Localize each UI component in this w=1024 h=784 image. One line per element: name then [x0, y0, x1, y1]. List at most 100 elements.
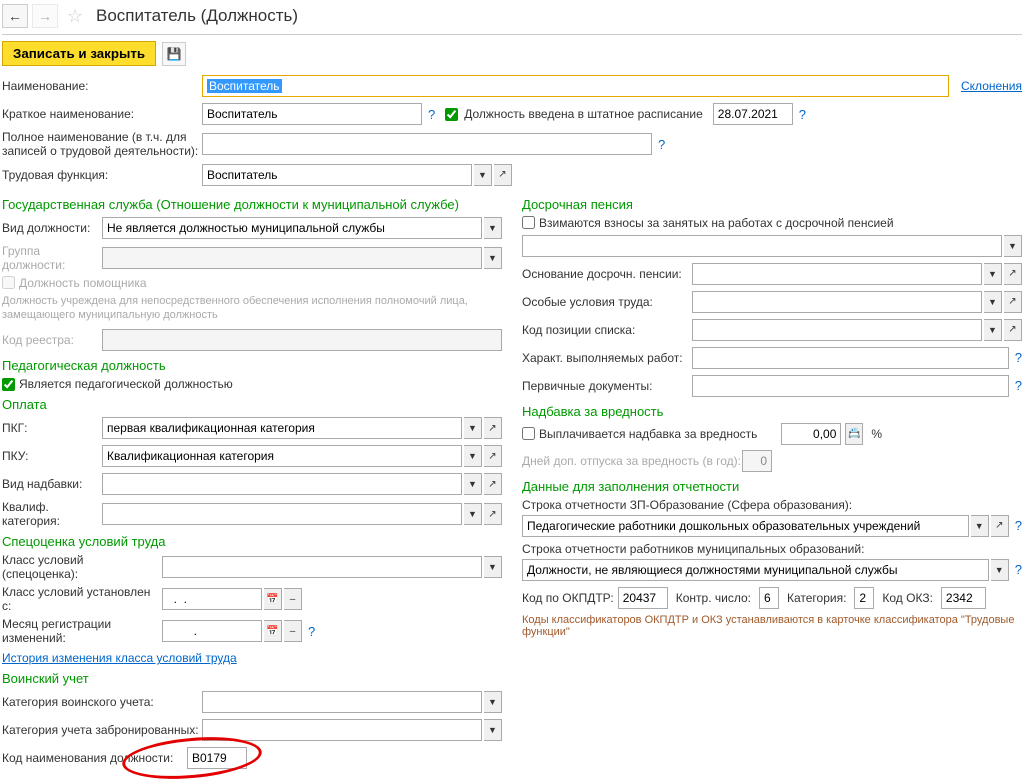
dropdown-icon[interactable]: ▼	[484, 719, 502, 741]
open-icon[interactable]: ↗	[484, 417, 502, 439]
save-close-button[interactable]: Записать и закрыть	[2, 41, 156, 66]
staff-date-input[interactable]	[713, 103, 793, 125]
back-button[interactable]: ←	[2, 4, 28, 28]
pension-basis-input[interactable]	[692, 263, 982, 285]
pedagog-checkbox[interactable]	[2, 378, 15, 391]
hazard-label: Выплачивается надбавка за вредность	[539, 427, 757, 441]
help-icon[interactable]: ?	[658, 137, 665, 152]
mil-category-input[interactable]	[202, 691, 482, 713]
help-icon[interactable]: ?	[1015, 378, 1022, 393]
save-icon-button[interactable]: 💾	[162, 42, 186, 66]
calendar-icon[interactable]: 📅	[264, 588, 282, 610]
dropdown-icon[interactable]: ▼	[971, 515, 989, 537]
name-input[interactable]: Воспитатель	[202, 75, 949, 97]
pkg-input[interactable]	[102, 417, 462, 439]
dropdown-icon[interactable]: ▼	[474, 164, 492, 186]
category-label: Категория:	[787, 591, 846, 605]
zp-edu-label: Строка отчетности ЗП-Образование (Сфера …	[522, 498, 1022, 512]
open-icon[interactable]: ↗	[1004, 291, 1022, 313]
declensions-link[interactable]: Склонения	[961, 79, 1022, 93]
gov-group-input	[102, 247, 482, 269]
pension-section-title: Досрочная пенсия	[522, 197, 1022, 212]
dropdown-icon[interactable]: ▼	[484, 217, 502, 239]
short-name-row: Краткое наименование: ? Должность введен…	[2, 102, 1022, 126]
open-icon[interactable]: ↗	[484, 503, 502, 525]
pension-contrib-checkbox[interactable]	[522, 216, 535, 229]
dropdown-icon[interactable]: ▼	[464, 445, 482, 467]
okpdtr-input[interactable]	[618, 587, 668, 609]
dropdown-icon[interactable]: ▼	[464, 473, 482, 495]
help-icon[interactable]: ?	[1015, 518, 1022, 533]
dropdown-icon[interactable]: ▼	[484, 247, 502, 269]
pension-workchar-label: Характ. выполняемых работ:	[522, 351, 692, 365]
pension-docs-input[interactable]	[692, 375, 1009, 397]
open-icon[interactable]: ↗	[991, 515, 1009, 537]
okz-input[interactable]	[941, 587, 986, 609]
dropdown-icon[interactable]: ▼	[484, 691, 502, 713]
pku-input[interactable]	[102, 445, 462, 467]
registry-input	[102, 329, 502, 351]
dropdown-icon[interactable]: ▼	[984, 263, 1002, 285]
okpdtr-label: Код по ОКПДТР:	[522, 591, 614, 605]
open-icon[interactable]: ↗	[1004, 319, 1022, 341]
help-icon[interactable]: ?	[1015, 350, 1022, 365]
calc-icon[interactable]: 📇	[845, 423, 863, 445]
gov-type-input[interactable]	[102, 217, 482, 239]
control-input[interactable]	[759, 587, 779, 609]
month-reg-input[interactable]	[162, 620, 262, 642]
pension-conditions-input[interactable]	[692, 291, 982, 313]
zp-edu-input[interactable]	[522, 515, 969, 537]
dropdown-icon[interactable]: ▼	[991, 559, 1009, 581]
calendar-icon[interactable]: 📅	[264, 620, 282, 642]
right-column: Досрочная пенсия Взимаются взносы за зан…	[522, 191, 1022, 775]
forward-button[interactable]: →	[32, 4, 58, 28]
mil-booked-label: Категория учета забронированных:	[2, 723, 202, 737]
staff-checkbox[interactable]	[445, 108, 458, 121]
pension-poscode-input[interactable]	[692, 319, 982, 341]
dropdown-icon[interactable]: ▼	[464, 503, 482, 525]
short-name-input[interactable]	[202, 103, 422, 125]
dropdown-icon[interactable]: ▼	[484, 556, 502, 578]
dropdown-icon[interactable]: ▼	[1004, 235, 1022, 257]
help-icon[interactable]: ?	[308, 624, 315, 639]
dropdown-icon[interactable]: ▼	[984, 319, 1002, 341]
open-icon[interactable]: ↗	[484, 473, 502, 495]
clear-icon[interactable]: –	[284, 620, 302, 642]
reports-footer: Коды классификаторов ОКПДТР и ОКЗ устана…	[522, 614, 1022, 638]
history-link[interactable]: История изменения класса условий труда	[2, 651, 237, 665]
pension-contrib-label: Взимаются взносы за занятых на работах с…	[539, 216, 894, 230]
help-icon[interactable]: ?	[799, 107, 806, 122]
staff-label: Должность введена в штатное расписание	[464, 107, 703, 121]
pension-top-input[interactable]	[522, 235, 1002, 257]
category-input[interactable]	[854, 587, 874, 609]
dropdown-icon[interactable]: ▼	[464, 417, 482, 439]
dropdown-icon[interactable]: ▼	[984, 291, 1002, 313]
qual-cat-input[interactable]	[102, 503, 462, 525]
class-input[interactable]	[162, 556, 482, 578]
name-label: Наименование:	[2, 79, 202, 93]
labor-function-input[interactable]	[202, 164, 472, 186]
pkg-label: ПКГ:	[2, 421, 102, 435]
pension-workchar-input[interactable]	[692, 347, 1009, 369]
open-icon[interactable]: ↗	[484, 445, 502, 467]
gov-type-label: Вид должности:	[2, 221, 102, 235]
full-name-input[interactable]	[202, 133, 652, 155]
vacation-label: Дней доп. отпуска за вредность (в год):	[522, 454, 742, 468]
help-icon[interactable]: ?	[428, 107, 435, 122]
favorite-button[interactable]: ☆	[62, 4, 88, 28]
top-toolbar: ← → ☆ Воспитатель (Должность)	[2, 2, 1022, 35]
class-set-input[interactable]	[162, 588, 262, 610]
help-icon[interactable]: ?	[1015, 562, 1022, 577]
mil-code-input[interactable]	[187, 747, 247, 769]
clear-icon[interactable]: –	[284, 588, 302, 610]
open-icon[interactable]: ↗	[494, 164, 512, 186]
mil-booked-input[interactable]	[202, 719, 482, 741]
gov-group-label: Группа должности:	[2, 244, 102, 272]
left-column: Государственная служба (Отношение должно…	[2, 191, 502, 775]
municipal-input[interactable]	[522, 559, 989, 581]
open-icon[interactable]: ↗	[1004, 263, 1022, 285]
pedagog-label: Является педагогической должностью	[19, 377, 233, 391]
allowance-input[interactable]	[102, 473, 462, 495]
hazard-checkbox[interactable]	[522, 427, 535, 440]
hazard-amount-input[interactable]	[781, 423, 841, 445]
